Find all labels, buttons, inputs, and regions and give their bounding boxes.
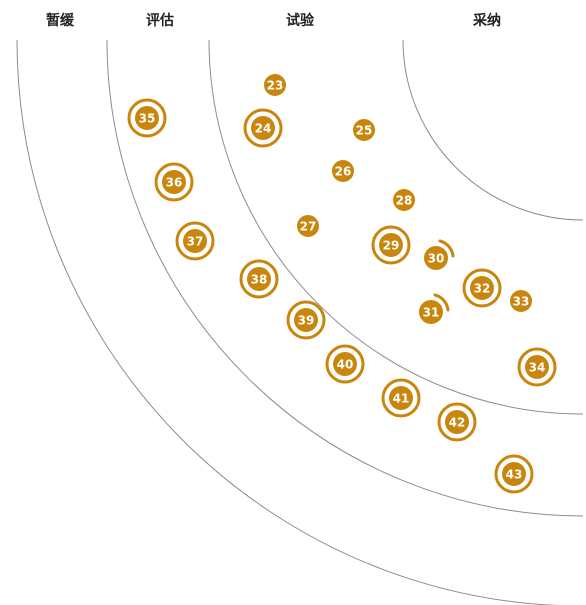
blip-42[interactable]: 42	[437, 402, 477, 442]
blip-number: 43	[506, 468, 523, 482]
blip-outline-ring	[127, 98, 167, 138]
blip-dot	[162, 170, 186, 194]
blip-dot	[379, 233, 403, 257]
blip-34[interactable]: 34	[517, 347, 557, 387]
blip-23[interactable]: 23	[264, 74, 286, 96]
blip-dot	[353, 119, 375, 141]
ring-label-assess: 评估	[146, 12, 174, 29]
blip-40[interactable]: 40	[325, 344, 365, 384]
ring-arc-hold	[16, 39, 561, 605]
blip-number: 36	[166, 176, 183, 190]
blip-number: 32	[474, 282, 491, 296]
blip-number: 25	[356, 124, 373, 138]
blip-dot	[294, 308, 318, 332]
blip-moved-arc	[433, 293, 450, 312]
blip-outline-ring	[175, 221, 215, 261]
blip-outline-ring	[437, 402, 477, 442]
blip-dot	[251, 116, 275, 140]
blip-outline-ring	[243, 108, 283, 148]
blip-number: 33	[513, 295, 530, 309]
blip-outline-ring	[462, 268, 502, 308]
blip-37[interactable]: 37	[175, 221, 215, 261]
ring-label-hold: 暂缓	[46, 12, 75, 29]
blip-36[interactable]: 36	[154, 162, 194, 202]
blip-number: 41	[393, 392, 410, 406]
blip-dot	[389, 386, 413, 410]
blip-dot	[393, 189, 415, 211]
blip-30[interactable]: 30	[424, 239, 455, 270]
blip-33[interactable]: 33	[510, 290, 532, 312]
ring-label-adopt: 采纳	[472, 12, 501, 29]
blip-dot	[247, 267, 271, 291]
blip-27[interactable]: 27	[297, 215, 319, 237]
ring-arc-adopt	[402, 39, 584, 221]
blip-29[interactable]: 29	[371, 225, 411, 265]
blip-outline-ring	[494, 454, 534, 494]
blip-dot	[424, 246, 448, 270]
blip-28[interactable]: 28	[393, 189, 415, 211]
blip-dot	[333, 352, 357, 376]
blip-41[interactable]: 41	[381, 378, 421, 418]
blip-31[interactable]: 31	[419, 293, 450, 324]
blip-43[interactable]: 43	[494, 454, 534, 494]
blip-26[interactable]: 26	[332, 160, 354, 182]
blip-dot	[502, 462, 526, 486]
blip-dot	[525, 355, 549, 379]
blip-number: 37	[187, 235, 204, 249]
blip-outline-ring	[371, 225, 411, 265]
blip-number: 26	[335, 165, 352, 179]
blip-dot	[470, 276, 494, 300]
blip-number: 28	[396, 194, 413, 208]
blip-35[interactable]: 35	[127, 98, 167, 138]
blip-number: 39	[298, 314, 315, 328]
ring-arc-trial	[208, 39, 584, 415]
blip-25[interactable]: 25	[353, 119, 375, 141]
blip-number: 23	[267, 79, 284, 93]
blip-number: 31	[423, 306, 440, 320]
blip-dot	[183, 229, 207, 253]
blip-number: 24	[255, 122, 272, 136]
blip-24[interactable]: 24	[243, 108, 283, 148]
blip-moved-arc	[438, 239, 455, 258]
blip-number: 42	[449, 416, 466, 430]
blip-dot	[332, 160, 354, 182]
blip-outline-ring	[325, 344, 365, 384]
blip-38[interactable]: 38	[239, 259, 279, 299]
blip-outline-ring	[239, 259, 279, 299]
blip-number: 40	[337, 358, 354, 372]
blip-number: 34	[529, 361, 546, 375]
blip-dot	[264, 74, 286, 96]
ring-arc-assess	[106, 39, 584, 517]
blip-number: 35	[139, 112, 156, 126]
blip-number: 38	[251, 273, 268, 287]
blip-32[interactable]: 32	[462, 268, 502, 308]
blip-outline-ring	[517, 347, 557, 387]
blip-number: 30	[428, 252, 445, 266]
blip-39[interactable]: 39	[286, 300, 326, 340]
blip-dot	[297, 215, 319, 237]
blip-dot	[510, 290, 532, 312]
blip-outline-ring	[154, 162, 194, 202]
blip-dot	[419, 300, 443, 324]
blip-outline-ring	[286, 300, 326, 340]
blip-dot	[135, 106, 159, 130]
ring-label-trial: 试验	[286, 12, 315, 29]
blip-outline-ring	[381, 378, 421, 418]
blip-dot	[445, 410, 469, 434]
blip-number: 27	[300, 220, 317, 234]
blips-layer: 23 24 25 26 27 28 29 30 31 32 33 34 35 36 37 38 39 40 41 42…	[127, 74, 557, 494]
blip-number: 29	[383, 239, 400, 253]
